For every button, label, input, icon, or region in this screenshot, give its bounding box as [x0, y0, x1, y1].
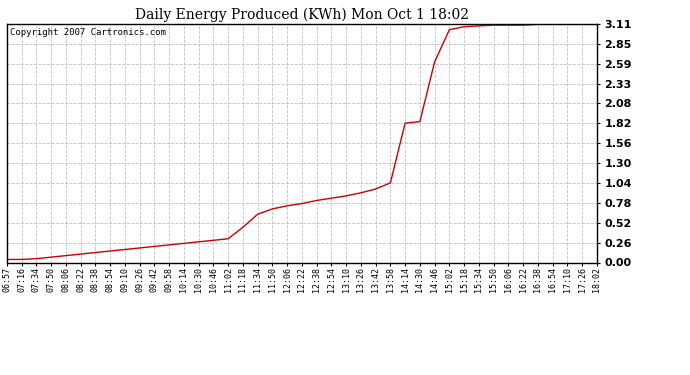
Text: Copyright 2007 Cartronics.com: Copyright 2007 Cartronics.com: [10, 28, 166, 37]
Title: Daily Energy Produced (KWh) Mon Oct 1 18:02: Daily Energy Produced (KWh) Mon Oct 1 18…: [135, 8, 469, 22]
